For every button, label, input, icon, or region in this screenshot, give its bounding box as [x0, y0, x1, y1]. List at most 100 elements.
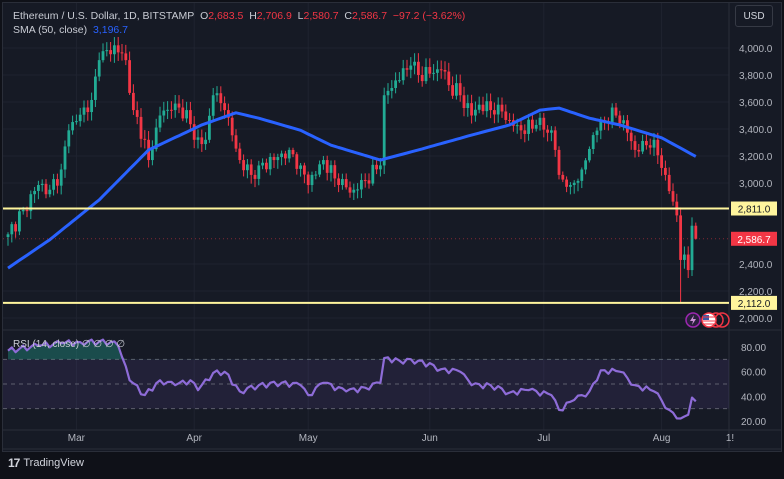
price-tick-label: 3,800.0 — [739, 71, 773, 82]
candle-body — [265, 162, 268, 170]
candle-body — [139, 116, 143, 139]
currency-button[interactable]: USD — [735, 5, 773, 27]
candle-body — [382, 95, 386, 166]
candle-body — [474, 109, 477, 116]
candle-body — [272, 156, 276, 161]
event-markers[interactable] — [685, 312, 730, 328]
candle-body — [56, 179, 59, 186]
candle-body — [436, 69, 439, 73]
candle-body — [371, 164, 375, 184]
time-tick-label: Jul — [537, 433, 550, 444]
candle-body — [565, 179, 568, 187]
rsi-tick-label: 40.00 — [741, 392, 766, 403]
symbol-title: Ethereum / U.S. Dollar, 1D, BITSTAMP — [13, 10, 195, 22]
lightning-glyph-icon — [690, 315, 696, 325]
candle-body — [325, 160, 329, 173]
candle-body — [405, 68, 409, 70]
sma-legend[interactable]: SMA (50, close) 3,196.7 — [13, 24, 129, 36]
candle-body — [97, 60, 101, 77]
candle-body — [177, 103, 181, 108]
candle-body — [67, 130, 71, 147]
candle-body — [637, 149, 641, 152]
price-tick-label: 2,000.0 — [739, 314, 773, 325]
candle-body — [78, 114, 82, 122]
candle-body — [527, 119, 530, 134]
candle-body — [128, 60, 131, 93]
price-tick-label: 4,000.0 — [739, 44, 773, 55]
candle-body — [481, 104, 485, 112]
candle-body — [645, 140, 648, 146]
candle-body — [352, 189, 356, 193]
symbol-legend: Ethereum / U.S. Dollar, 1D, BITSTAMP O2,… — [13, 10, 466, 22]
candle-body — [109, 50, 112, 55]
candle-body — [185, 110, 188, 119]
brand-name: TradingView — [23, 457, 84, 469]
candle-body — [477, 104, 481, 110]
candle-body — [417, 61, 420, 75]
candle-body — [200, 137, 204, 145]
level-label: 2,112.0 — [738, 299, 771, 310]
candle-body — [344, 179, 348, 188]
candle-body — [246, 164, 249, 171]
candle-body — [420, 75, 424, 82]
price-tick-label: 2,200.0 — [739, 287, 773, 298]
candle-body — [538, 117, 542, 125]
candle-body — [390, 87, 394, 91]
sma-line — [7, 106, 697, 270]
candle-body — [671, 191, 675, 202]
time-tick-label: Jun — [422, 433, 438, 444]
candle-body — [268, 156, 272, 170]
candle-body — [63, 146, 67, 170]
candle-body — [447, 71, 451, 86]
candle-body — [306, 174, 310, 186]
candle-body — [52, 179, 55, 190]
candle-body — [409, 65, 413, 70]
candle-body — [257, 165, 261, 179]
candle-body — [561, 174, 565, 180]
candle-body — [542, 117, 546, 130]
candle-body — [86, 107, 90, 113]
candle-body — [553, 130, 557, 150]
candle-body — [94, 76, 97, 100]
price-tick-label: 2,400.0 — [739, 260, 773, 271]
candle-body — [660, 155, 663, 168]
rsi-tick-label: 80.00 — [741, 343, 766, 354]
candle-body — [519, 125, 523, 131]
candle-body — [223, 103, 226, 111]
candle-body — [14, 224, 17, 232]
candle-body — [629, 132, 633, 142]
candle-body — [37, 185, 40, 191]
candle-body — [413, 61, 416, 66]
candle-body — [550, 130, 553, 133]
candle-body — [360, 180, 363, 190]
price-tick-label: 3,000.0 — [739, 179, 773, 190]
candle-body — [375, 164, 378, 170]
rsi-legend[interactable]: RSI (14, close) ∅ ∅ ∅ ∅ — [13, 339, 126, 350]
candle-body — [90, 99, 93, 113]
candle-body — [170, 109, 173, 111]
candle-body — [181, 107, 185, 119]
candle-body — [523, 130, 527, 134]
last-price-label-bg — [731, 231, 777, 246]
candle-body — [588, 148, 591, 161]
candle-body — [71, 122, 74, 131]
candle-body — [284, 153, 287, 159]
candle-body — [367, 180, 371, 184]
candle-body — [276, 157, 280, 161]
candle-body — [295, 154, 299, 169]
candle-body — [500, 104, 504, 112]
tradingview-branding[interactable]: 17 TradingView — [8, 456, 84, 470]
candle-body — [557, 149, 561, 175]
candle-body — [489, 101, 492, 111]
open-value: 2,683.5 — [208, 10, 244, 22]
candle-body — [485, 101, 489, 112]
candle-body — [656, 139, 660, 156]
chart-frame — [2, 2, 782, 452]
candle-body — [394, 80, 397, 88]
candle-body — [6, 234, 10, 237]
candle-body — [595, 130, 599, 136]
candle-body — [261, 162, 264, 166]
close-value: 2,586.7 — [352, 10, 388, 22]
candle-body — [379, 165, 382, 170]
